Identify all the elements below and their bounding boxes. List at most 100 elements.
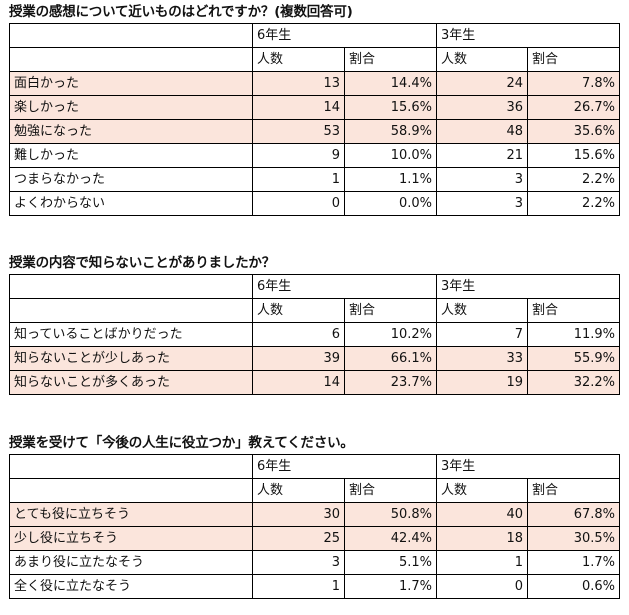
grade3-percent: 55.9% <box>527 346 620 371</box>
sub-header-row: 人数 割合 人数 割合 <box>9 47 620 72</box>
grade3-count: 21 <box>436 143 528 168</box>
grade6-percent: 1.1% <box>344 167 437 192</box>
grade6-count: 25 <box>252 526 345 551</box>
table-row: 知っていることばかりだった 6 10.2% 7 11.9% <box>9 322 620 347</box>
blank-cell <box>9 298 253 323</box>
grade3-percent: 15.6% <box>527 143 620 168</box>
row-label: あまり役に立たなそう <box>9 550 253 575</box>
sub-header-percent: 割合 <box>527 47 620 72</box>
grade6-percent: 42.4% <box>344 526 437 551</box>
grade3-percent: 26.7% <box>527 95 620 120</box>
grade6-percent: 10.2% <box>344 322 437 347</box>
blank-cell <box>9 274 253 299</box>
grade3-count: 24 <box>436 71 528 96</box>
blank-cell <box>9 454 253 479</box>
grade3-count: 18 <box>436 526 528 551</box>
sub-header-count: 人数 <box>436 47 528 72</box>
grade3-count: 3 <box>436 191 528 216</box>
table-row: よくわからない 0 0.0% 3 2.2% <box>9 191 620 216</box>
sub-header-row: 人数 割合 人数 割合 <box>9 298 620 323</box>
grade6-percent: 66.1% <box>344 346 437 371</box>
section-title: 授業の感想について近いものはどれですか？(複数回答可) <box>9 4 353 20</box>
table-row: 面白かった 13 14.4% 24 7.8% <box>9 71 620 96</box>
grade6-percent: 58.9% <box>344 119 437 144</box>
row-label: 知っていることばかりだった <box>9 322 253 347</box>
grade3-percent: 30.5% <box>527 526 620 551</box>
grade3-count: 19 <box>436 370 528 395</box>
survey-section-unknown-content: 授業の内容で知らないことがありましたか？ 6年生 3年生 人数 割合 人数 割合… <box>9 252 620 395</box>
sub-header-percent: 割合 <box>344 298 437 323</box>
survey-table: 6年生 3年生 人数 割合 人数 割合 面白かった 13 14.4% 24 7.… <box>9 23 620 216</box>
grade3-percent: 1.7% <box>527 550 620 575</box>
section-title: 授業の内容で知らないことがありましたか？ <box>9 255 275 271</box>
grade6-count: 14 <box>252 370 345 395</box>
group-header-grade3: 3年生 <box>436 454 620 479</box>
grade3-percent: 11.9% <box>527 322 620 347</box>
grade3-count: 1 <box>436 550 528 575</box>
sub-header-percent: 割合 <box>527 298 620 323</box>
group-header-grade3: 3年生 <box>436 23 620 48</box>
blank-cell <box>9 23 253 48</box>
grade3-count: 3 <box>436 167 528 192</box>
row-label: 楽しかった <box>9 95 253 120</box>
grade3-percent: 35.6% <box>527 119 620 144</box>
table-row: 知らないことが多くあった 14 23.7% 19 32.2% <box>9 370 620 395</box>
grade3-percent: 2.2% <box>527 167 620 192</box>
grade6-count: 53 <box>252 119 345 144</box>
grade6-count: 30 <box>252 502 345 527</box>
row-label: 知らないことが少しあった <box>9 346 253 371</box>
table-row: つまらなかった 1 1.1% 3 2.2% <box>9 167 620 192</box>
table-row: 全く役に立たなそう 1 1.7% 0 0.6% <box>9 574 620 599</box>
row-label: 少し役に立ちそう <box>9 526 253 551</box>
grade6-count: 6 <box>252 322 345 347</box>
row-label: 知らないことが多くあった <box>9 370 253 395</box>
grade3-percent: 2.2% <box>527 191 620 216</box>
row-label: 面白かった <box>9 71 253 96</box>
grade3-count: 0 <box>436 574 528 599</box>
blank-cell <box>9 47 253 72</box>
grade3-percent: 7.8% <box>527 71 620 96</box>
grade3-count: 48 <box>436 119 528 144</box>
survey-section-usefulness: 授業を受けて「今後の人生に役立つか」教えてください。 6年生 3年生 人数 割合… <box>9 432 620 599</box>
row-label: 全く役に立たなそう <box>9 574 253 599</box>
sub-header-count: 人数 <box>436 478 528 503</box>
grade3-count: 36 <box>436 95 528 120</box>
grade6-percent: 50.8% <box>344 502 437 527</box>
grade6-count: 1 <box>252 167 345 192</box>
group-header-grade6: 6年生 <box>252 274 437 299</box>
grade6-count: 3 <box>252 550 345 575</box>
group-header-row: 6年生 3年生 <box>9 454 620 479</box>
grade3-percent: 32.2% <box>527 370 620 395</box>
grade6-count: 9 <box>252 143 345 168</box>
section-title: 授業を受けて「今後の人生に役立つか」教えてください。 <box>9 435 354 451</box>
grade6-percent: 0.0% <box>344 191 437 216</box>
sub-header-count: 人数 <box>252 298 345 323</box>
grade6-percent: 23.7% <box>344 370 437 395</box>
grade6-percent: 15.6% <box>344 95 437 120</box>
table-row: とても役に立ちそう 30 50.8% 40 67.8% <box>9 502 620 527</box>
row-label: つまらなかった <box>9 167 253 192</box>
grade6-percent: 1.7% <box>344 574 437 599</box>
group-header-grade3: 3年生 <box>436 274 620 299</box>
group-header-grade6: 6年生 <box>252 454 437 479</box>
table-row: 難しかった 9 10.0% 21 15.6% <box>9 143 620 168</box>
sub-header-percent: 割合 <box>527 478 620 503</box>
grade6-count: 1 <box>252 574 345 599</box>
table-row: 知らないことが少しあった 39 66.1% 33 55.9% <box>9 346 620 371</box>
blank-cell <box>9 478 253 503</box>
sub-header-count: 人数 <box>252 47 345 72</box>
group-header-row: 6年生 3年生 <box>9 274 620 299</box>
table-row: 楽しかった 14 15.6% 36 26.7% <box>9 95 620 120</box>
grade6-count: 39 <box>252 346 345 371</box>
grade6-percent: 14.4% <box>344 71 437 96</box>
grade3-count: 33 <box>436 346 528 371</box>
group-header-row: 6年生 3年生 <box>9 23 620 48</box>
sub-header-percent: 割合 <box>344 478 437 503</box>
group-header-grade6: 6年生 <box>252 23 437 48</box>
sub-header-row: 人数 割合 人数 割合 <box>9 478 620 503</box>
grade3-count: 40 <box>436 502 528 527</box>
row-label: とても役に立ちそう <box>9 502 253 527</box>
table-row: 勉強になった 53 58.9% 48 35.6% <box>9 119 620 144</box>
table-row: あまり役に立たなそう 3 5.1% 1 1.7% <box>9 550 620 575</box>
grade3-percent: 0.6% <box>527 574 620 599</box>
